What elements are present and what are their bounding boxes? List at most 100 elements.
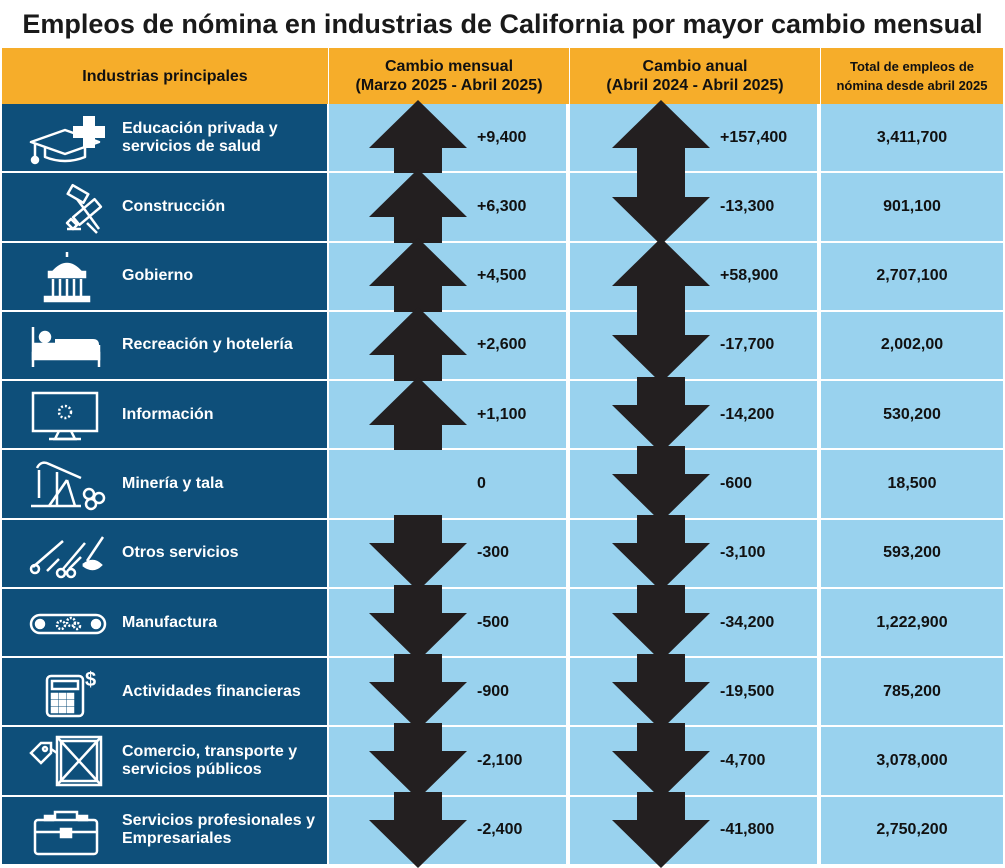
industry-label: Gobierno xyxy=(122,267,194,285)
oil-pump-logs-icon xyxy=(29,461,106,511)
monthly-arrow-container xyxy=(369,376,467,453)
monthly-change-cell: +6,300 xyxy=(329,168,568,245)
monthly-change-cell: +2,600 xyxy=(329,307,568,384)
annual-arrow-container xyxy=(612,445,710,522)
monthly-arrow-container xyxy=(369,307,467,384)
annual-change-cell: -13,300 xyxy=(570,168,819,245)
monthly-change-value: -300 xyxy=(477,544,510,562)
total-jobs-value: 2,707,100 xyxy=(876,267,948,285)
table-row: Minería y tala 0 -600 18,500 xyxy=(2,445,1003,522)
up-arrow-icon xyxy=(369,376,467,453)
total-jobs-value: 2,750,200 xyxy=(876,821,948,839)
industry-cell: Comercio, transporte y servicios público… xyxy=(2,727,327,797)
industry-cell: Gobierno xyxy=(2,242,327,312)
tools-scissors-icon xyxy=(29,536,105,579)
annual-arrow-container xyxy=(612,238,710,315)
annual-arrow-container xyxy=(612,792,710,868)
annual-change-cell: -19,500 xyxy=(570,653,819,730)
annual-change-value: -14,200 xyxy=(720,405,775,423)
total-jobs-cell: 18,500 xyxy=(821,450,1003,520)
total-jobs-value: 18,500 xyxy=(887,474,937,492)
monthly-change-value: +6,300 xyxy=(477,197,527,215)
up-arrow-icon xyxy=(612,238,710,315)
up-arrow-icon xyxy=(369,99,467,176)
down-arrow-icon xyxy=(612,515,710,592)
total-jobs-value: 1,222,900 xyxy=(876,613,948,631)
total-jobs-cell: 2,002,00 xyxy=(821,311,1003,382)
annual-change-value: -17,700 xyxy=(720,336,775,354)
industry-label: Servicios profesionales y Empresariales xyxy=(122,812,315,848)
total-jobs-value: 2,002,00 xyxy=(880,336,944,354)
total-jobs-cell: 3,078,000 xyxy=(821,727,1003,797)
monthly-change-cell: -900 xyxy=(329,653,568,730)
annual-change-cell: -41,800 xyxy=(570,792,819,868)
down-arrow-icon xyxy=(612,653,710,730)
header-annual-title: Cambio anual xyxy=(642,58,748,75)
annual-arrow-container xyxy=(612,376,710,453)
industry-label: Comercio, transporte y servicios público… xyxy=(122,743,298,779)
table-row: Gobierno +4,500 +58,900 2,707,100 xyxy=(2,238,1003,315)
header-industry: Industrias principales xyxy=(2,48,329,104)
government-building-icon xyxy=(43,250,91,303)
monthly-change-cell: 0 xyxy=(329,450,568,520)
graduation-health-icon xyxy=(29,114,107,164)
industry-cell: Minería y tala xyxy=(2,450,327,520)
bed-icon xyxy=(31,326,101,369)
monthly-change-cell: -2,100 xyxy=(329,723,568,800)
industry-cell: Manufactura xyxy=(2,588,327,659)
annual-arrow-container xyxy=(612,653,710,730)
total-jobs-value: 3,078,000 xyxy=(876,752,948,770)
monthly-arrow-container xyxy=(369,99,467,176)
header-monthly-change: Cambio mensual (Marzo 2025 - Abril 2025) xyxy=(329,48,570,104)
total-jobs-cell: 1,222,900 xyxy=(821,588,1003,659)
annual-change-cell: -17,700 xyxy=(570,307,819,384)
annual-change-value: +157,400 xyxy=(720,128,788,146)
industry-cell: Recreación y hotelería xyxy=(2,311,327,382)
monthly-change-value: +9,400 xyxy=(477,128,527,146)
annual-arrow-container xyxy=(612,307,710,384)
down-arrow-icon xyxy=(369,653,467,730)
up-arrow-icon xyxy=(369,168,467,245)
table-row: Otros servicios -300 -3,100 593,200 xyxy=(2,515,1003,592)
industry-label: Manufactura xyxy=(122,613,218,631)
up-arrow-icon xyxy=(369,307,467,384)
annual-change-value: -13,300 xyxy=(720,197,775,215)
annual-arrow-container xyxy=(612,99,710,176)
total-jobs-cell: 3,411,700 xyxy=(821,104,1003,174)
down-arrow-icon xyxy=(369,515,467,592)
monthly-change-cell: +1,100 xyxy=(329,376,568,453)
header-total-line2: nómina desde abril 2025 xyxy=(836,78,988,93)
industry-cell: Educación privada y servicios de salud xyxy=(2,104,327,174)
header-monthly-title: Cambio mensual xyxy=(384,58,514,75)
header-annual-change: Cambio anual (Abril 2024 - Abril 2025) xyxy=(570,48,821,104)
industry-label: Recreación y hotelería xyxy=(122,336,293,354)
total-jobs-cell: 2,750,200 xyxy=(821,796,1003,866)
up-arrow-icon xyxy=(612,99,710,176)
monthly-arrow-container xyxy=(369,446,467,522)
annual-change-cell: +157,400 xyxy=(570,99,819,176)
monthly-change-value: -900 xyxy=(477,682,510,700)
annual-change-value: -19,500 xyxy=(720,682,775,700)
chart-title: Empleos de nómina en industrias de Calif… xyxy=(22,9,983,39)
industry-label: Actividades financieras xyxy=(122,682,301,700)
annual-change-cell: -600 xyxy=(570,445,819,522)
monthly-change-cell: +9,400 xyxy=(329,99,568,176)
total-jobs-value: 530,200 xyxy=(883,405,941,423)
table-row: Servicios profesionales y Empresariales -… xyxy=(2,792,1003,868)
monthly-arrow-container xyxy=(369,653,467,730)
annual-arrow-container xyxy=(612,515,710,592)
monthly-change-cell: -2,400 xyxy=(329,792,568,868)
industry-label: Construcción xyxy=(122,197,226,215)
industry-cell: Otros servicios xyxy=(2,519,327,589)
annual-arrow-container xyxy=(612,723,710,800)
header-total-line1: Total de empleos de xyxy=(849,59,974,74)
down-arrow-icon xyxy=(612,168,710,245)
monthly-change-value: -500 xyxy=(477,613,510,631)
industry-cell: Actividades financieras xyxy=(2,658,327,728)
monthly-change-cell: -300 xyxy=(329,515,568,592)
annual-change-value: -3,100 xyxy=(720,544,766,562)
monthly-change-value: -2,400 xyxy=(477,821,523,839)
monthly-arrow-container xyxy=(369,584,467,661)
annual-change-cell: +58,900 xyxy=(570,238,819,315)
down-arrow-icon xyxy=(612,792,710,868)
